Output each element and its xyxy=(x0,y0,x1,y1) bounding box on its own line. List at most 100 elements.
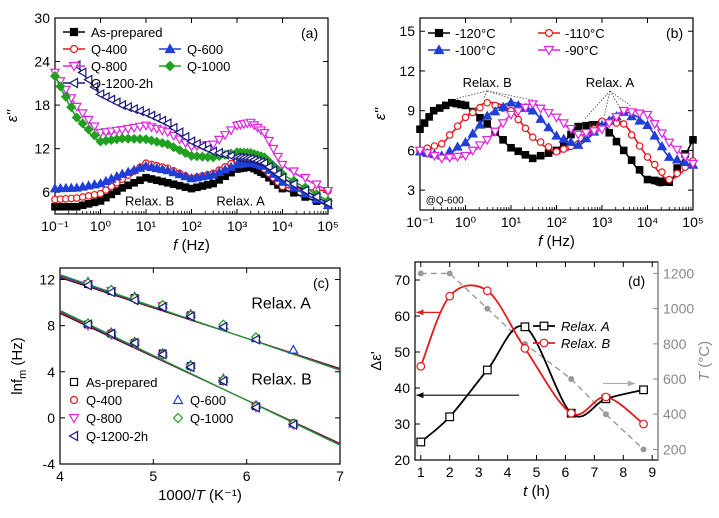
panel-d-temperature-marker xyxy=(568,376,575,383)
panel-b-marker xyxy=(656,141,668,151)
panel-b-ytick-label: 6 xyxy=(407,142,415,158)
panel-d-axes: 1 2 3 4 5 6 7 8 9 20 30 40 50 60 70 (d) t (h) Δε' 200 400 60… xyxy=(368,261,713,500)
panel-b-marker xyxy=(535,113,546,123)
panel-b-marker xyxy=(626,108,637,118)
panel-b-legend-marker xyxy=(543,45,555,56)
panel-c-ylabel-sub: m xyxy=(17,370,29,379)
panel-b-marker xyxy=(476,103,484,112)
panel-b-leader-b xyxy=(455,90,488,100)
panel-c-xlabel: 1000/T (K⁻¹) xyxy=(158,487,242,504)
panel-d-xlabel: t (h) xyxy=(523,483,550,500)
panel-a-marker xyxy=(128,123,140,134)
panel-b-marker xyxy=(551,113,562,123)
panel-d-marker xyxy=(416,437,426,447)
panel-b-axes: 10⁻¹ 10⁰ 10¹ 10² 10³ 10⁴ 10⁵ 3 6 9 12 15 (b) f (Hz) ε'… xyxy=(372,17,704,250)
panel-b-marker xyxy=(552,147,561,156)
panel-b-marker xyxy=(521,124,530,133)
panel-a-marker xyxy=(49,71,61,82)
panel-b-marker xyxy=(437,139,446,148)
panel-c-legend: As-prepared Q-400 Q-600 Q-800 Q-1000 Q-1200-2… xyxy=(68,375,233,444)
panel-d-y2label: T (°C) xyxy=(696,341,713,381)
panel-d-marker xyxy=(520,322,530,332)
panel-b-marker xyxy=(489,106,501,116)
panel-b-marker xyxy=(634,109,645,119)
panel-b-marker xyxy=(497,119,509,129)
panel-b-marker xyxy=(543,109,554,119)
panel-a-marker xyxy=(180,171,191,181)
panel-b-marker xyxy=(611,113,622,123)
panel-c-marker-b xyxy=(82,319,92,330)
panel-d-xtick-label: 3 xyxy=(475,464,483,480)
panel-b-marker xyxy=(528,133,537,141)
panel-a-marker xyxy=(174,169,185,179)
panel-d-marker xyxy=(639,419,648,429)
panel-b-marker xyxy=(420,119,429,127)
panel-b-marker xyxy=(460,151,471,162)
panel-a-marker xyxy=(90,190,99,199)
panel-a-marker xyxy=(157,163,168,174)
panel-b-marker xyxy=(444,153,455,163)
panel-b-marker xyxy=(481,136,493,146)
panel-b-marker xyxy=(627,156,636,164)
panel-b-ytick-label: 9 xyxy=(407,103,415,119)
panel-d-temperature-marker xyxy=(640,446,647,453)
panel-a-xtick-label: 10² xyxy=(181,218,202,234)
panel-c-ytick-label: 0 xyxy=(47,410,55,426)
panel-a-marker xyxy=(272,168,282,180)
panel-a-legend-label: Q-1200-2h xyxy=(91,76,153,91)
panel-b-marker xyxy=(656,129,668,139)
panel-b-marker xyxy=(558,119,569,129)
panel-b-annotation: Relax. A xyxy=(586,75,635,90)
panel-a-xtick-label: 10⁻¹ xyxy=(41,218,69,234)
panel-c-legend-label: Q-1200-2h xyxy=(86,429,148,444)
panel-b-marker xyxy=(649,120,660,130)
panel-b-marker xyxy=(643,175,652,184)
panel-d-marker xyxy=(416,362,426,371)
panel-d-y2label-unit: (°C) xyxy=(696,341,713,372)
panel-b-marker xyxy=(416,125,424,134)
panel-b-marker xyxy=(574,122,583,131)
panel-b-marker xyxy=(474,119,486,129)
panel-a-marker xyxy=(268,144,279,155)
panel-b-marker xyxy=(436,154,447,164)
panel-a-ytick-label: 6 xyxy=(42,184,50,200)
panel-b-marker xyxy=(650,160,659,169)
panel-b-marker xyxy=(663,138,675,148)
panel-b-marker xyxy=(559,145,568,153)
panel-c-legend-marker xyxy=(172,394,184,405)
panel-b-marker xyxy=(543,122,554,132)
panel-b-marker xyxy=(658,177,666,186)
panel-b-marker xyxy=(468,108,477,117)
panel-d-arrow-relax-a-head xyxy=(416,392,424,399)
panel-b-marker xyxy=(558,133,569,143)
panel-b-marker xyxy=(452,141,463,151)
panel-a-legend-label: Q-600 xyxy=(187,42,223,57)
panel-b-marker xyxy=(643,153,652,161)
panel-a-marker xyxy=(72,194,81,202)
panel-b-marker xyxy=(422,149,433,159)
panel-b-marker xyxy=(514,115,523,124)
panel-d-y2tick-label: 200 xyxy=(663,441,687,457)
panel-b-marker xyxy=(453,122,462,130)
panel-b-marker xyxy=(604,119,615,129)
panel-c-frame xyxy=(59,267,341,465)
panel-c-xtick-label: 7 xyxy=(336,468,344,484)
panel-a-marker xyxy=(299,185,310,196)
panel-b-marker xyxy=(551,130,562,140)
panel-d-marker xyxy=(482,365,492,375)
panel-a-marker xyxy=(146,161,157,171)
panel-a-marker xyxy=(259,128,270,139)
panel-b-marker xyxy=(544,143,553,151)
panel-a-marker xyxy=(83,74,93,85)
panel-a-xlabel: f (Hz) xyxy=(173,237,210,254)
panel-a-marker xyxy=(277,160,288,171)
panel-b-marker xyxy=(497,101,509,111)
panel-d-marker xyxy=(520,344,530,353)
panel-c-xtick-label: 4 xyxy=(56,468,64,484)
panel-b-xtick-label: 10⁴ xyxy=(637,214,659,230)
panel-b-annotation: @Q-600 xyxy=(426,195,464,206)
panel-a-marker xyxy=(116,125,128,136)
panel-d-xtick-label: 5 xyxy=(533,464,541,480)
panel-c-legend-label: Q-1000 xyxy=(190,411,233,426)
panel-d-marker xyxy=(639,385,648,395)
